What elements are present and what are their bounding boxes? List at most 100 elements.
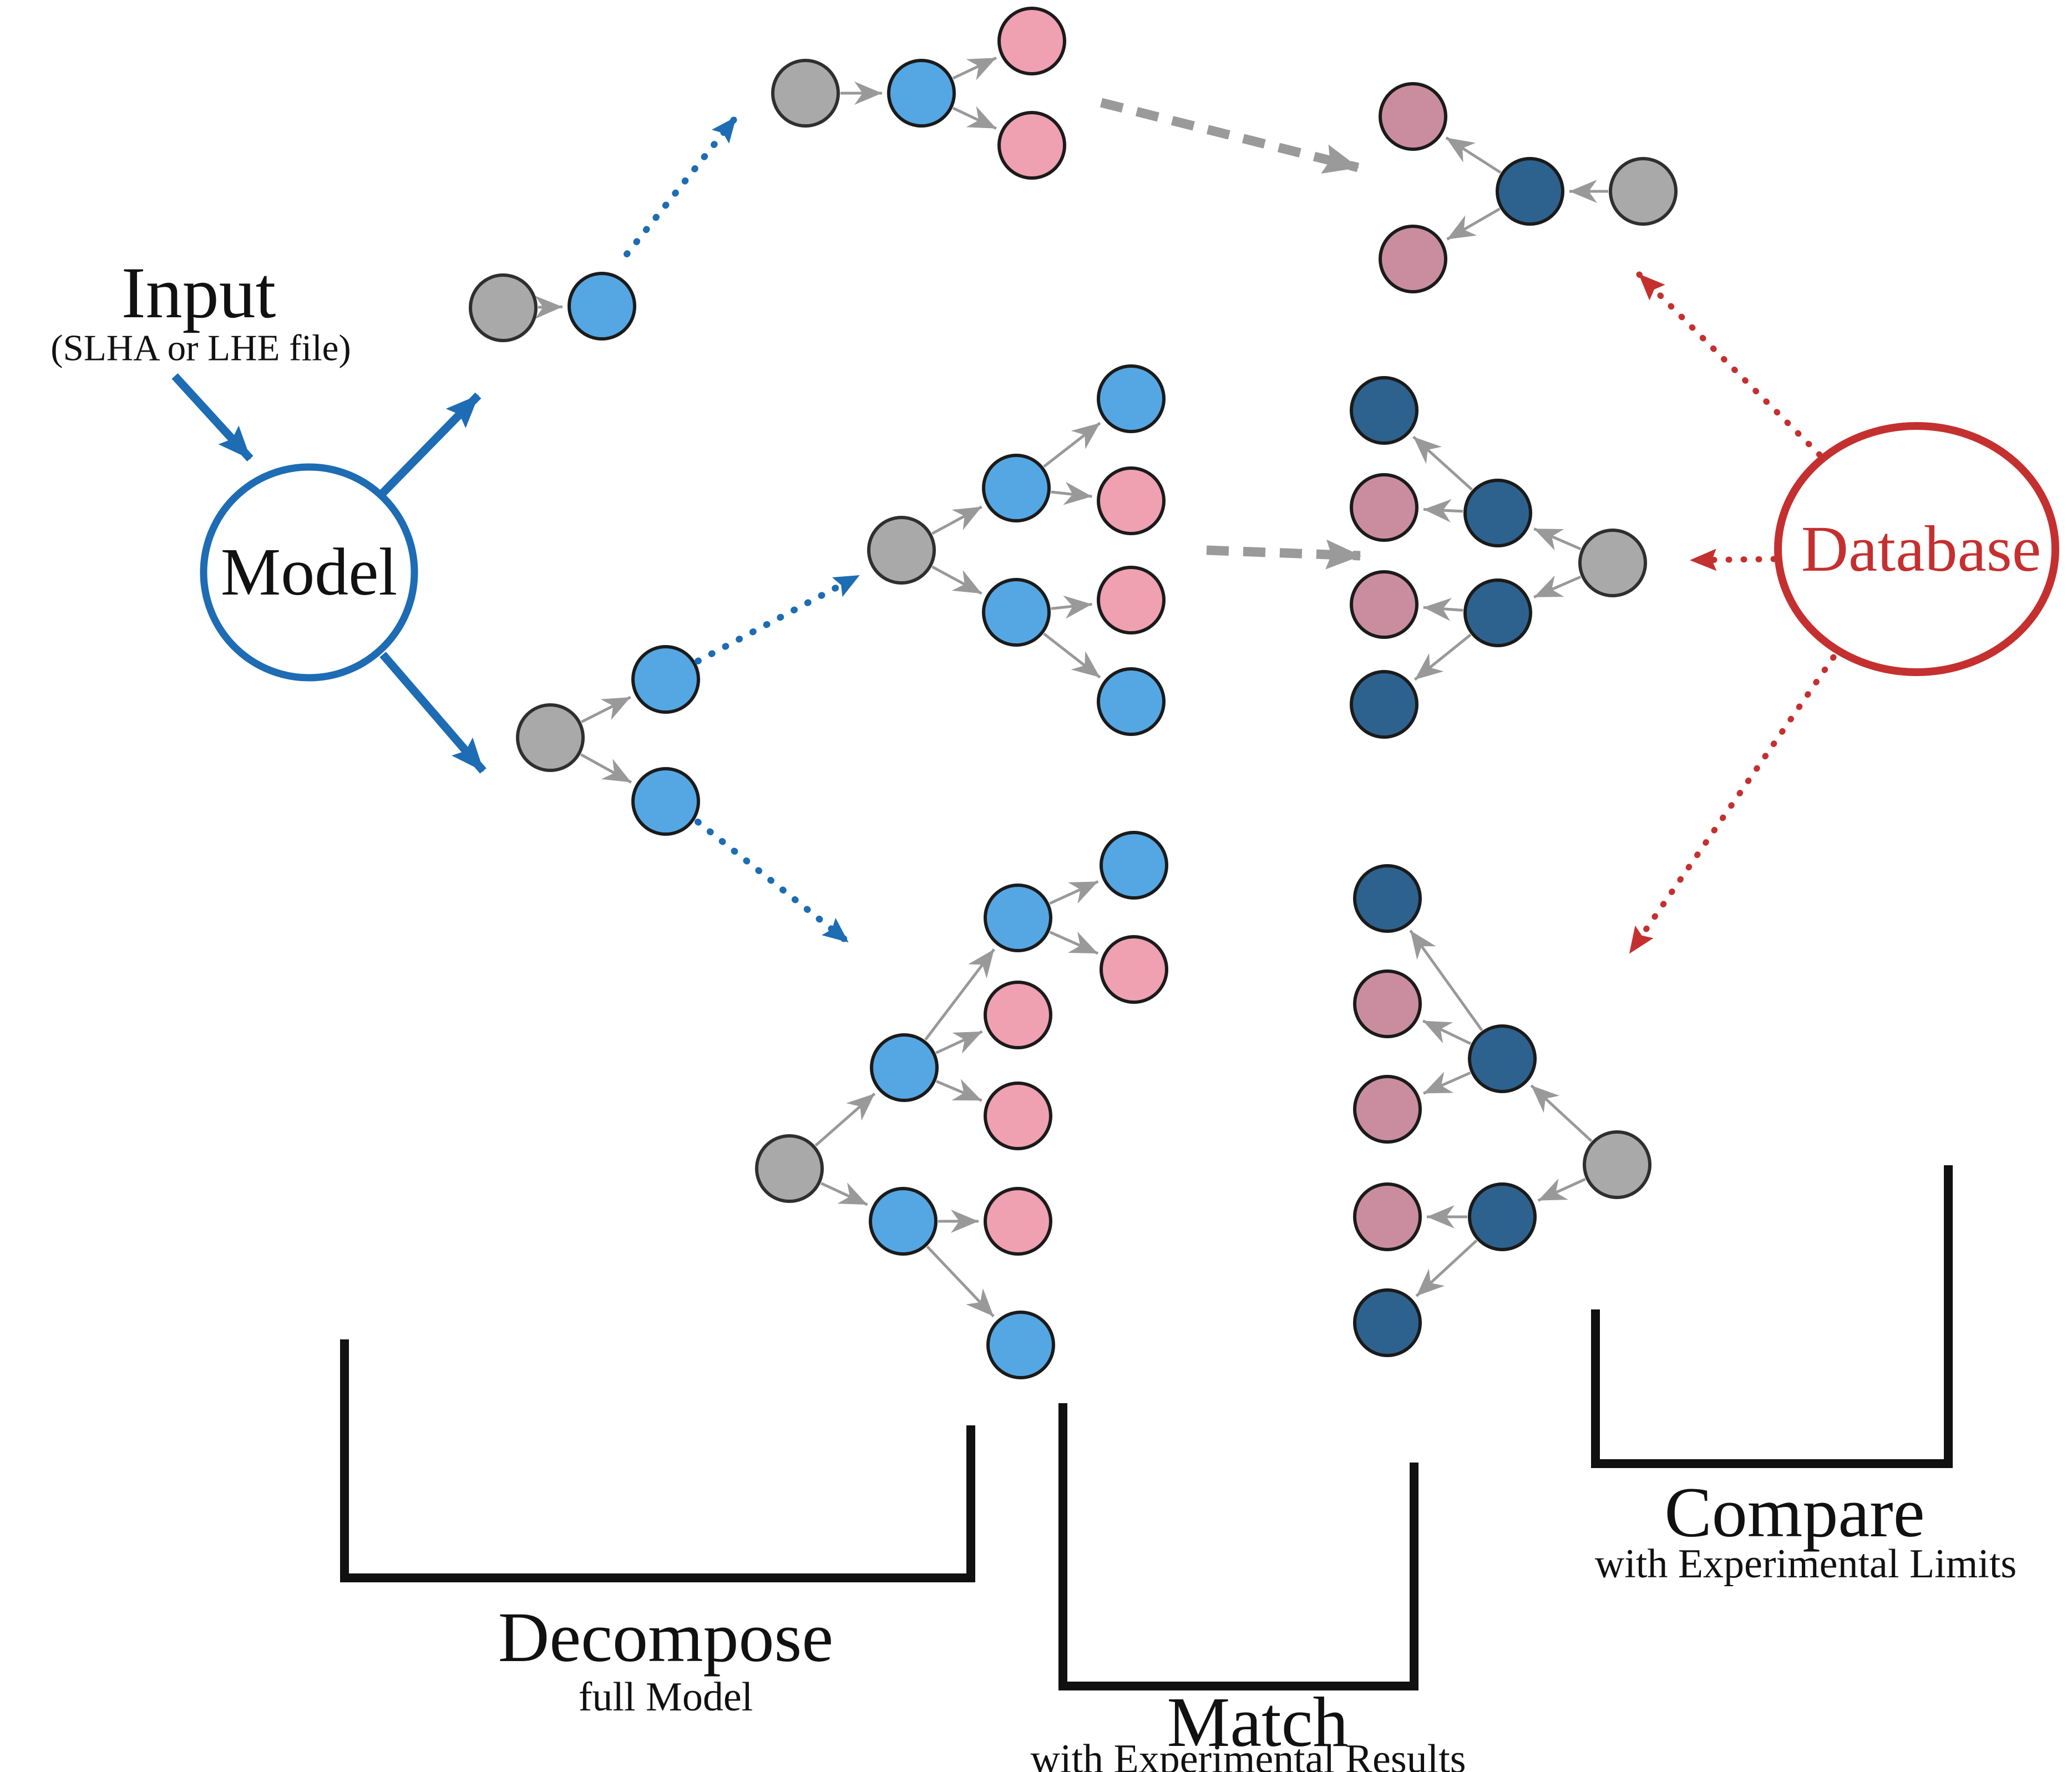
tree-edge <box>1414 633 1472 681</box>
node-c-pink2 <box>1379 225 1447 293</box>
arrow-model-to-tree-a <box>378 392 482 498</box>
node-h-gray <box>1583 1130 1651 1199</box>
tree-edge <box>931 505 982 535</box>
tree-edge <box>1537 1177 1586 1202</box>
match-bracket <box>1058 1403 1419 1690</box>
tree-edge <box>1423 597 1463 621</box>
node-d-c3 <box>1097 566 1166 634</box>
node-b-gray <box>771 59 840 128</box>
node-h-c1 <box>1353 864 1422 933</box>
input-subtitle: (SLHA or LHE file) <box>50 327 351 369</box>
tree-edges <box>534 57 1608 1318</box>
tree-edge <box>952 106 997 130</box>
input-title: Input <box>121 252 276 333</box>
tree-edge <box>580 753 632 784</box>
node-g-bb <box>986 1311 1055 1379</box>
node-h-p1 <box>1353 969 1422 1038</box>
node-g-pb <box>984 1082 1052 1150</box>
node-e-c1 <box>1350 376 1419 445</box>
tree-edge <box>1051 481 1092 505</box>
arrow-database-to-mid <box>1688 549 1777 571</box>
tree-nodes <box>469 7 1678 1379</box>
node-e-b2 <box>1463 578 1532 647</box>
node-c-dblue <box>1496 157 1564 226</box>
tree-edge <box>1422 1019 1472 1045</box>
node-f-gray <box>516 703 585 772</box>
node-d-c1 <box>1097 364 1166 433</box>
tree-edge <box>1533 527 1582 551</box>
tree-edge <box>1412 435 1473 491</box>
node-f-blue1 <box>631 645 700 714</box>
tree-edge <box>926 1245 995 1318</box>
node-e-b1 <box>1463 479 1532 547</box>
node-h-b1 <box>1468 1024 1537 1093</box>
compare-subtitle: with Experimental Limits <box>1594 1541 2017 1587</box>
tree-edge <box>1049 931 1099 955</box>
node-e-c2 <box>1350 473 1419 542</box>
node-d-gray <box>867 516 936 585</box>
node-g-b1 <box>870 1033 939 1102</box>
tree-edge <box>1446 207 1501 241</box>
decompose-subtitle: full Model <box>578 1674 753 1720</box>
tree-edge <box>1051 595 1092 619</box>
arrow-decompose-step-low <box>695 819 851 945</box>
node-g-b2 <box>869 1187 938 1256</box>
tree-edge <box>1423 499 1463 522</box>
tree-edge <box>1445 136 1502 174</box>
node-d-blue2 <box>982 578 1051 647</box>
tree-edge <box>1530 1084 1593 1143</box>
node-f-blue2 <box>631 767 700 836</box>
arrow-match-top <box>1100 98 1360 174</box>
tree-edge <box>936 1079 982 1102</box>
compare-title: Compare <box>1664 1473 1925 1552</box>
node-d-blue1 <box>982 454 1051 522</box>
tree-edge <box>1415 1239 1478 1297</box>
node-a-blue <box>568 272 636 341</box>
tree-edge <box>820 1182 868 1206</box>
decompose-title: Decompose <box>498 1598 834 1677</box>
node-e-c4 <box>1350 670 1419 739</box>
compare-bracket <box>1591 1165 1953 1468</box>
node-h-p3 <box>1353 1182 1422 1251</box>
match-title: Match <box>1167 1683 1349 1761</box>
node-e-c3 <box>1350 570 1419 639</box>
arrow-database-to-low <box>1627 654 1837 956</box>
arrow-decompose-step-mid <box>695 572 862 664</box>
tree-edge <box>1043 632 1101 679</box>
node-d-c2 <box>1097 466 1166 535</box>
node-d-c4 <box>1097 667 1166 736</box>
arrow-decompose-step-top <box>624 114 739 257</box>
tree-edge <box>1409 930 1483 1032</box>
tree-edge <box>1049 880 1099 905</box>
node-g-bu <box>984 884 1052 952</box>
node-e-gray <box>1578 529 1647 597</box>
node-g-tc <box>1100 831 1168 900</box>
node-c-pink1 <box>1379 82 1447 151</box>
tree-edge <box>1422 1072 1471 1095</box>
node-b-pink2 <box>997 111 1066 180</box>
model-circle <box>200 463 418 682</box>
database-circle <box>1774 422 2059 676</box>
tree-edge <box>931 565 982 595</box>
arrow-database-to-top <box>1636 271 1823 458</box>
node-a-gray <box>469 273 538 342</box>
flow-arrows <box>171 98 1837 956</box>
tree-edge <box>952 57 997 80</box>
tree-edge <box>581 695 631 723</box>
tree-edge <box>814 1093 876 1147</box>
node-b-pink1 <box>997 7 1066 75</box>
match-subtitle: with Experimental Results <box>1030 1737 1466 1772</box>
node-h-p2 <box>1353 1075 1422 1144</box>
node-h-b2 <box>1468 1182 1537 1251</box>
database-label: Database <box>1801 512 2041 585</box>
node-g-gray <box>755 1134 824 1203</box>
arrow-match-mid <box>1206 539 1361 570</box>
node-b-blue <box>887 59 956 128</box>
node-g-pc <box>1100 935 1168 1004</box>
stage-brackets <box>340 1165 1953 1690</box>
tree-edge <box>1043 422 1101 468</box>
tree-edge <box>1533 575 1582 598</box>
decompose-bracket <box>340 1339 975 1582</box>
